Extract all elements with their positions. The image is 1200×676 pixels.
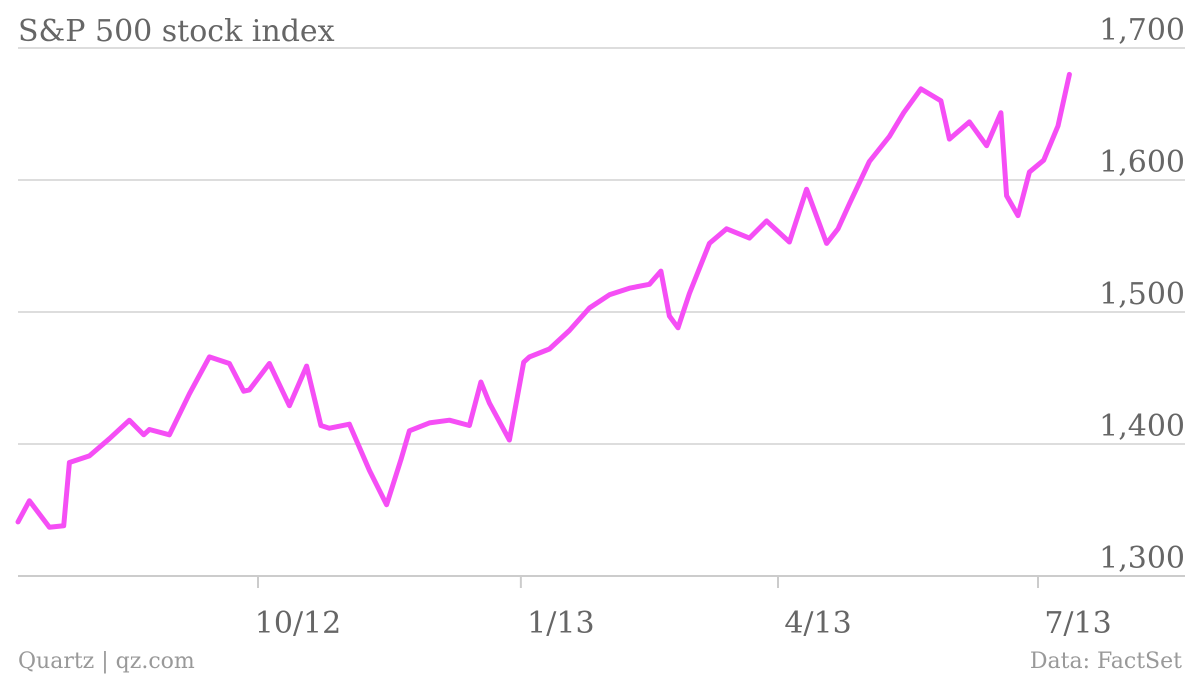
x-tick-label: 4/13 xyxy=(784,606,851,641)
x-tick-label: 1/13 xyxy=(527,606,594,641)
chart-title: S&P 500 stock index xyxy=(18,14,335,49)
series-layer xyxy=(15,71,1072,530)
y-tick-label: 1,700 xyxy=(1099,13,1185,48)
source-credit: Quartz | qz.com xyxy=(18,649,195,674)
x-tick-label: 7/13 xyxy=(1044,606,1111,641)
series-line-0 xyxy=(15,71,1072,530)
x-tick-label: 10/12 xyxy=(255,606,341,641)
x-axis-ticks: 10/12 1/13 4/13 7/13 xyxy=(255,576,1112,641)
y-tick-label: 1,500 xyxy=(1099,277,1185,312)
y-axis-ticks: 1,300 1,400 1,500 1,600 1,700 xyxy=(1099,13,1185,576)
y-tick-label: 1,300 xyxy=(1099,541,1185,576)
y-tick-label: 1,600 xyxy=(1099,145,1185,180)
gridlines xyxy=(18,47,1185,577)
data-source: Data: FactSet xyxy=(1030,649,1182,674)
y-tick-label: 1,400 xyxy=(1099,409,1185,444)
